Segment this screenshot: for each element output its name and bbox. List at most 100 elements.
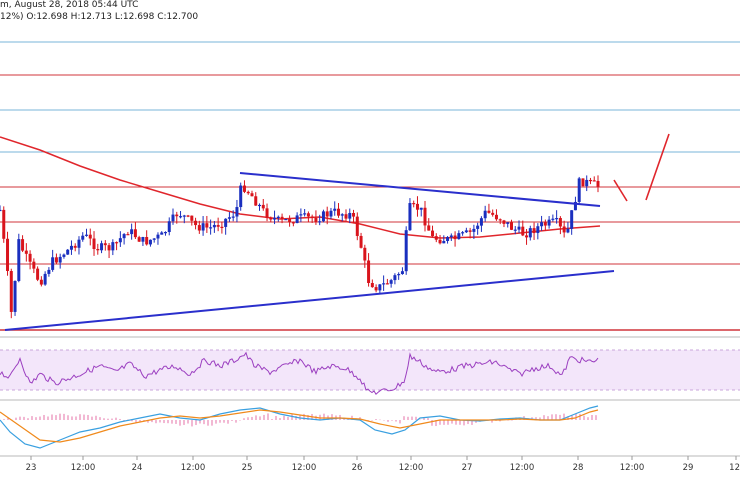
candle-body-82 (306, 213, 310, 217)
macd-histogram-bar (79, 414, 81, 420)
macd-panel (0, 399, 740, 449)
candle-body-49 (182, 215, 186, 217)
candle-body-99 (370, 283, 374, 288)
x-tick-label: 24 (132, 463, 143, 473)
candle-body-65 (242, 185, 246, 192)
macd-histogram-bar (39, 416, 41, 420)
macd-histogram-bar (175, 420, 177, 424)
candle-body-29 (107, 245, 111, 251)
macd-histogram-bar (251, 416, 253, 420)
candle-body-0 (0, 209, 2, 212)
macd-histogram-bar (267, 413, 269, 420)
candle-body-23 (85, 234, 89, 236)
candle-body-35 (130, 229, 134, 235)
candle-body-40 (148, 239, 152, 245)
candle-body-114 (427, 225, 431, 231)
macd-histogram-bar (439, 420, 441, 425)
macd-histogram-bar (303, 413, 305, 420)
macd-histogram-bar (411, 416, 413, 420)
macd-histogram-bar (539, 417, 541, 420)
candle-body-126 (472, 228, 476, 232)
macd-histogram-bar (163, 420, 165, 424)
macd-histogram-bar (231, 420, 233, 421)
macd-histogram-bar (423, 417, 425, 420)
macd-histogram-bar (63, 413, 65, 420)
candle-body-55 (205, 223, 209, 228)
macd-histogram-bar (535, 417, 537, 420)
candle-body-132 (494, 214, 498, 220)
candle-body-84 (314, 217, 318, 222)
x-tick-label: 12:00 (71, 463, 96, 473)
candle-body-148 (555, 218, 559, 220)
candle-body-3 (9, 271, 13, 312)
candle-body-151 (566, 228, 570, 233)
candle-body-145 (543, 222, 547, 226)
macd-histogram-bar (167, 420, 169, 424)
candle-body-76 (284, 219, 288, 221)
candle-body-111 (415, 203, 419, 210)
candle-body-43 (160, 232, 164, 235)
macd-histogram-bar (51, 414, 53, 420)
rsi-line (0, 351, 599, 395)
macd-histogram-bar (183, 420, 185, 425)
macd-histogram-bar (247, 417, 249, 420)
candle-body-64 (239, 185, 243, 208)
descending-trendline (239, 172, 601, 207)
candle-body-129 (483, 210, 487, 219)
macd-histogram-bar (207, 420, 209, 426)
candle-body-130 (487, 210, 491, 213)
candle-body-98 (367, 260, 371, 284)
candle-body-26 (96, 248, 100, 251)
macd-histogram-bar (47, 416, 49, 420)
candle-body-121 (453, 235, 457, 240)
candle-body-149 (558, 218, 562, 227)
candle-body-20 (73, 245, 77, 248)
macd-histogram-bar (211, 420, 213, 426)
x-tick-label: 12:00 (181, 463, 206, 473)
candle-body-83 (310, 216, 314, 218)
candle-body-91 (340, 214, 344, 216)
x-tick-label: 12:00 (510, 463, 535, 473)
projection-down (613, 179, 628, 202)
candle-body-96 (359, 235, 363, 248)
macd-histogram-bar (195, 420, 197, 426)
candle-body-9 (32, 261, 36, 269)
candle-body-31 (115, 242, 119, 244)
candle-body-110 (412, 203, 416, 205)
candle-body-19 (69, 245, 73, 250)
macd-histogram-bar (351, 415, 353, 420)
macd-histogram-bar (415, 416, 417, 420)
ascending-trendline (4, 270, 615, 331)
macd-histogram-bar (115, 417, 117, 420)
macd-histogram-bar (395, 420, 397, 422)
macd-histogram-bar (587, 417, 589, 420)
candle-body-150 (562, 226, 566, 233)
macd-histogram-bar (59, 413, 61, 420)
candle-body-42 (156, 234, 160, 239)
candle-body-128 (479, 218, 483, 226)
candle-body-93 (348, 212, 352, 219)
macd-histogram-bar (431, 420, 433, 426)
trendlines-layer (4, 133, 670, 331)
candle-body-59 (220, 226, 224, 229)
macd-histogram-bar (227, 420, 229, 424)
moving-average-line (0, 136, 601, 239)
macd-histogram-bar (191, 420, 193, 427)
macd-histogram-bar (103, 418, 105, 420)
x-tick-label: 29 (683, 463, 694, 473)
macd-histogram-bar (291, 414, 293, 420)
macd-histogram-bar (271, 418, 273, 420)
macd-histogram-bar (87, 414, 89, 420)
macd-histogram-bar (547, 416, 549, 420)
candle-body-127 (476, 225, 480, 229)
candle-body-60 (224, 218, 228, 227)
candle-body-85 (318, 221, 322, 223)
candle-body-72 (269, 217, 273, 220)
macd-histogram-bar (67, 415, 69, 420)
candle-body-155 (581, 178, 585, 187)
candle-body-80 (299, 214, 303, 216)
macd-histogram-bar (555, 414, 557, 420)
macd-histogram-bar (391, 420, 393, 421)
macd-histogram-bar (563, 413, 565, 420)
